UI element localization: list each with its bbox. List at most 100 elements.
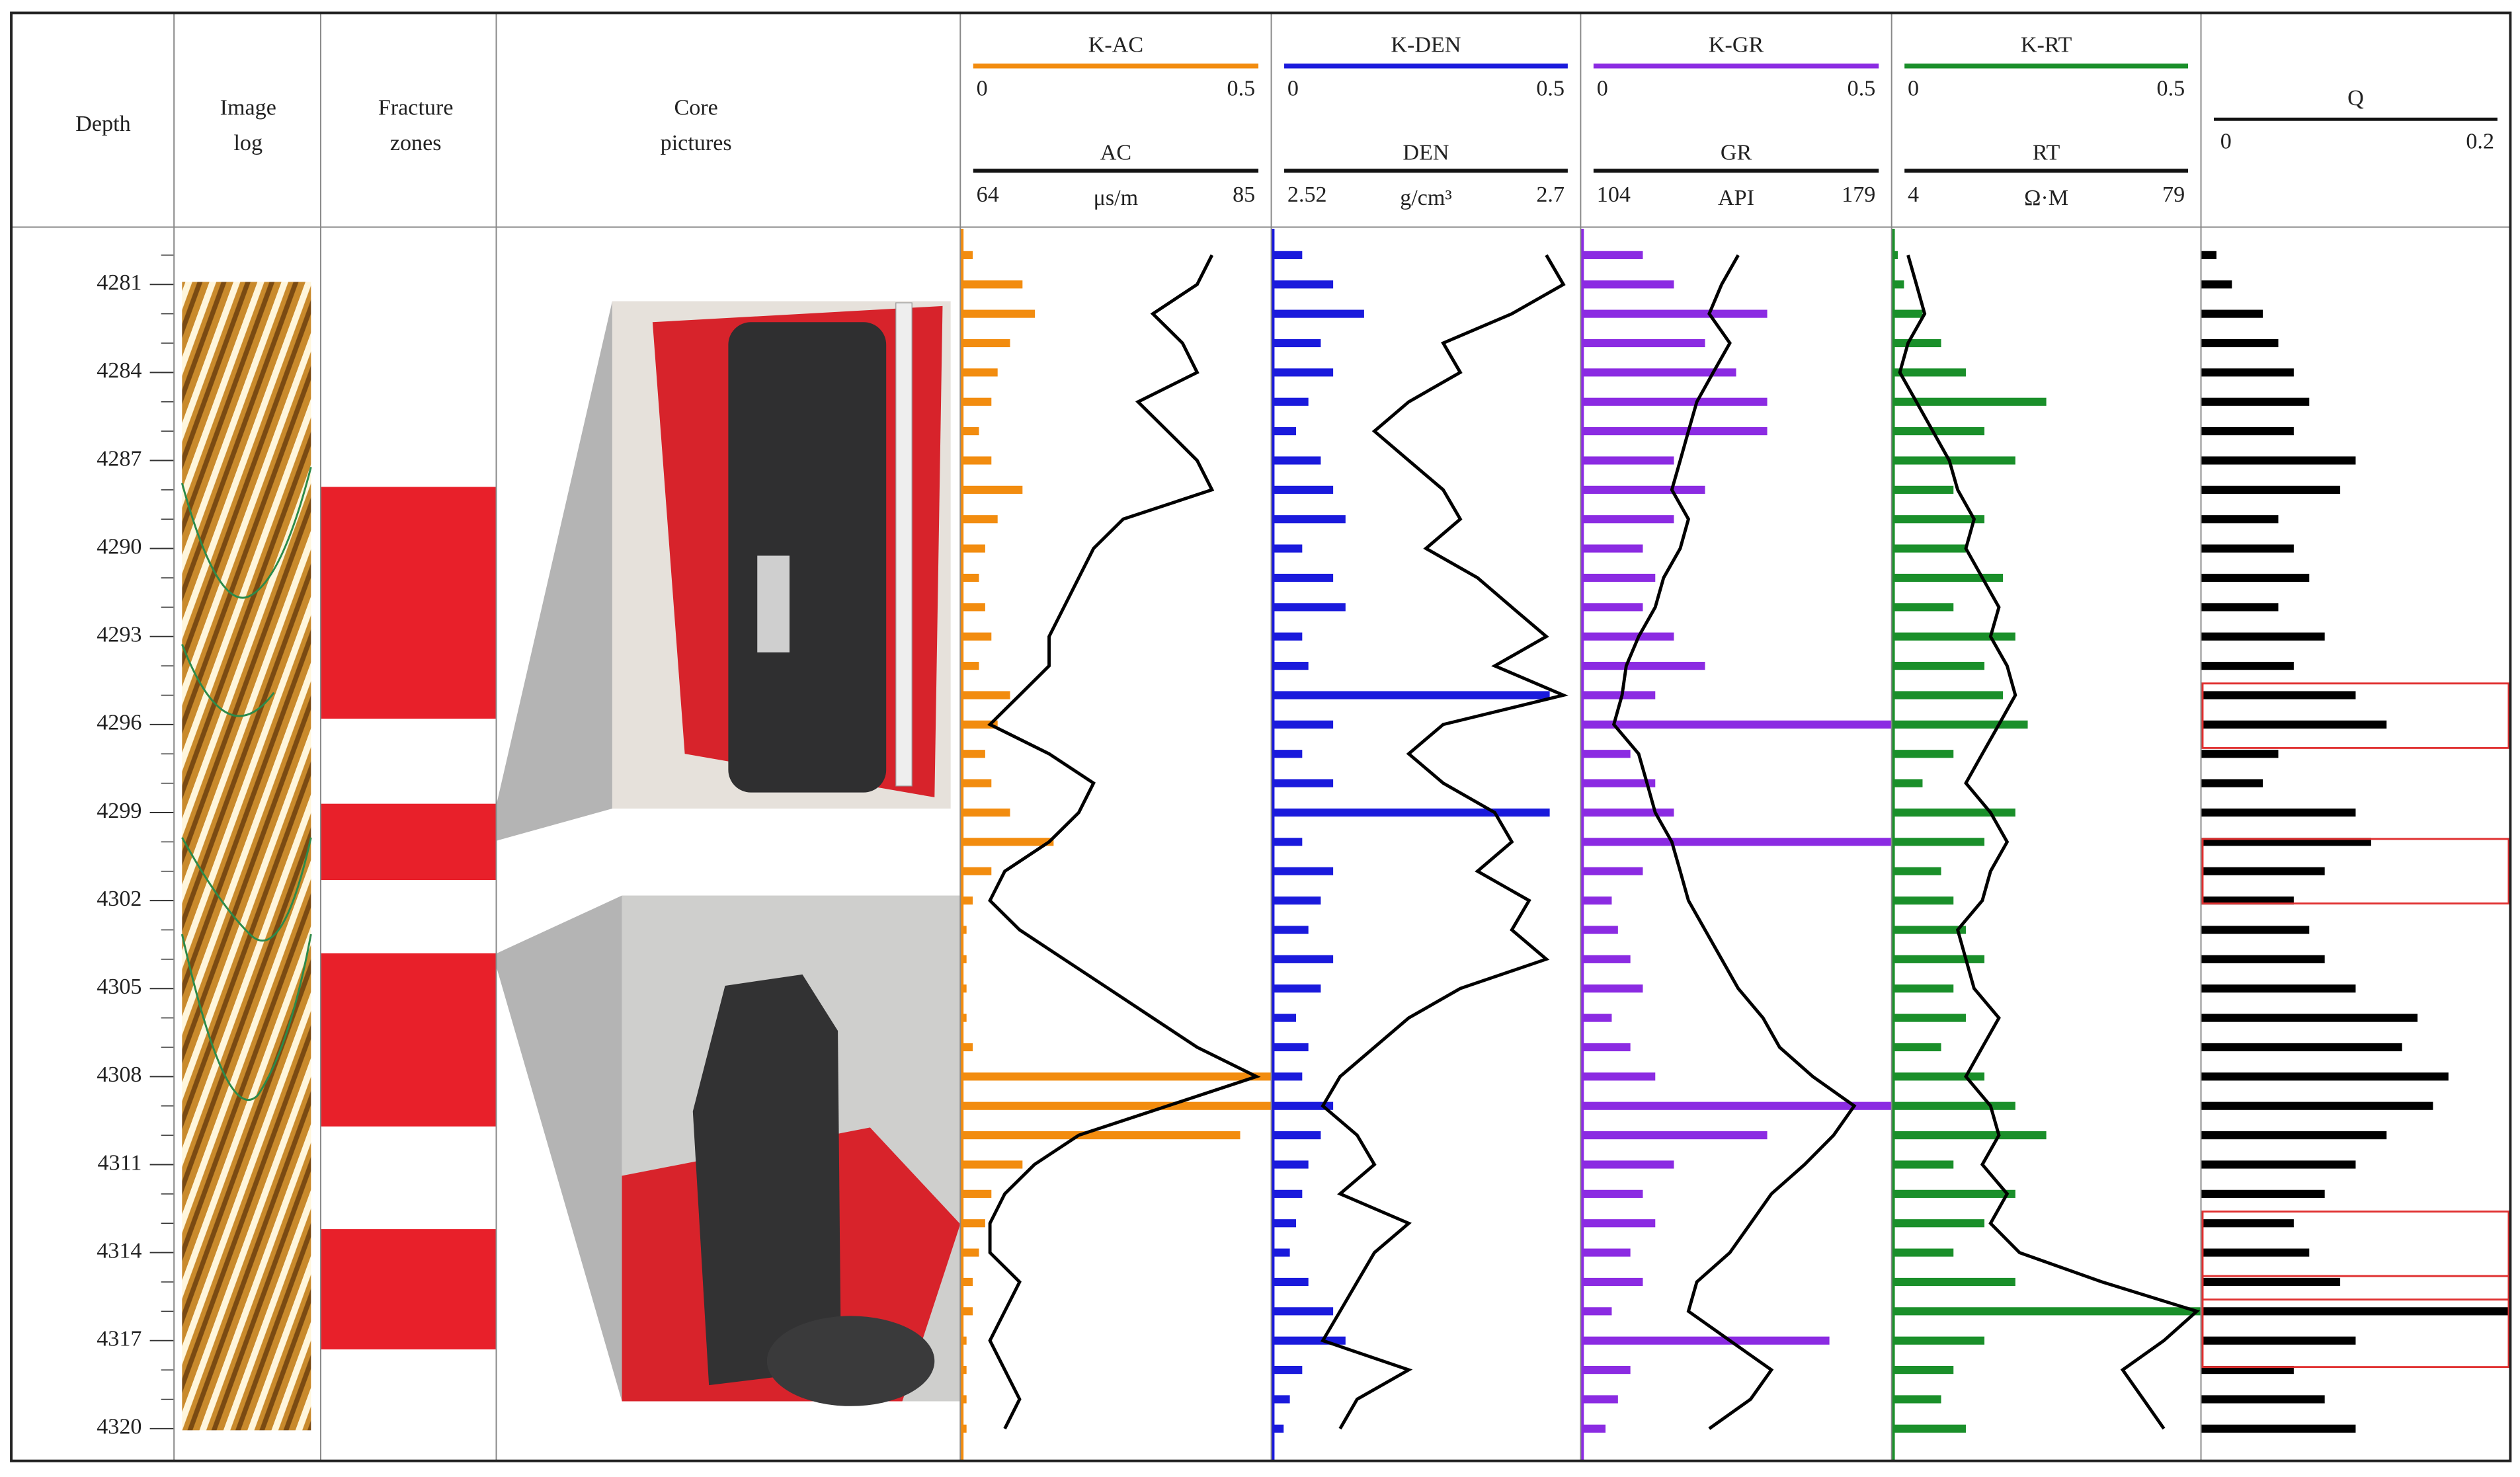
column-label: Core bbox=[674, 95, 717, 120]
q-bar bbox=[2201, 750, 2279, 758]
k-range-max: 0.5 bbox=[1848, 76, 1876, 100]
k-range-min: 0 bbox=[1597, 76, 1608, 100]
y-tick-label: 4293 bbox=[97, 623, 142, 647]
plot: DepthImagelogFracturezonesCorepictures42… bbox=[10, 11, 2512, 1462]
q-bar bbox=[2201, 984, 2356, 993]
k-bar bbox=[1891, 808, 2015, 817]
q-bar bbox=[2201, 251, 2216, 259]
k-bar bbox=[960, 339, 1010, 348]
core-connector bbox=[496, 895, 622, 1402]
k-bar bbox=[1580, 1248, 1631, 1257]
q-bar bbox=[2201, 662, 2294, 670]
q-bar bbox=[2201, 1189, 2325, 1198]
k-bar bbox=[1891, 955, 1985, 963]
q-bar bbox=[2201, 808, 2356, 817]
k-bar bbox=[1271, 838, 1303, 846]
k-bar bbox=[1271, 1160, 1309, 1169]
k-bar bbox=[1580, 1395, 1618, 1404]
k-bar bbox=[1580, 397, 1768, 406]
column-label: log bbox=[233, 131, 263, 155]
k-bar bbox=[1891, 1395, 1941, 1404]
q-bar bbox=[2201, 368, 2294, 377]
y-tick-label: 4281 bbox=[97, 270, 142, 295]
k-bar bbox=[960, 808, 1010, 817]
k-bar bbox=[1891, 368, 1966, 377]
k-bar bbox=[1580, 1101, 1892, 1110]
curve-name: RT bbox=[2033, 141, 2060, 165]
k-bar bbox=[960, 1248, 979, 1257]
image-log-traces bbox=[181, 467, 312, 1101]
k-bar bbox=[1891, 1336, 1985, 1345]
curve-range-min: 104 bbox=[1597, 182, 1631, 207]
k-bar bbox=[1580, 897, 1612, 905]
y-tick-label: 4287 bbox=[97, 446, 142, 471]
q-bar bbox=[2201, 544, 2294, 553]
k-bar bbox=[1271, 1219, 1296, 1228]
q-bar bbox=[2201, 309, 2263, 318]
k-bar bbox=[960, 1101, 1272, 1110]
k-bar bbox=[1580, 1072, 1656, 1081]
k-range-min: 0 bbox=[977, 76, 988, 100]
k-bar bbox=[1271, 897, 1321, 905]
column-label: Fracture bbox=[378, 95, 454, 120]
fracture-zone bbox=[320, 487, 497, 719]
q-highlight bbox=[2201, 838, 2510, 904]
k-bar bbox=[1271, 632, 1303, 641]
y-tick-label: 4308 bbox=[97, 1062, 142, 1087]
column-label: zones bbox=[390, 131, 442, 155]
k-bar bbox=[1271, 808, 1550, 817]
k-bar bbox=[1580, 1336, 1830, 1345]
curve-range-max: 179 bbox=[1842, 182, 1875, 207]
column-label: Image bbox=[220, 95, 276, 120]
q-bar bbox=[2201, 456, 2356, 465]
curve-range-min: 2.52 bbox=[1287, 182, 1327, 207]
k-bar bbox=[1271, 926, 1309, 934]
k-bar bbox=[1891, 515, 1985, 524]
y-tick-label: 4290 bbox=[97, 534, 142, 559]
k-bar bbox=[1271, 1072, 1303, 1081]
column-label: pictures bbox=[661, 131, 732, 155]
k-bar bbox=[1580, 485, 1705, 494]
k-bar bbox=[1891, 867, 1941, 875]
curve-range-min: 64 bbox=[977, 182, 999, 207]
k-bar bbox=[1891, 1277, 2015, 1287]
k-bar bbox=[960, 779, 992, 787]
k-bar bbox=[960, 544, 985, 553]
curve-unit: μs/m bbox=[1094, 186, 1139, 210]
q-bar bbox=[2201, 1395, 2325, 1404]
k-bar bbox=[1891, 838, 1985, 846]
q-bar bbox=[2201, 1219, 2294, 1228]
k-bar bbox=[1891, 1131, 2047, 1140]
q-bar bbox=[2201, 603, 2279, 612]
curve-name: GR bbox=[1721, 141, 1752, 165]
k-bar bbox=[960, 603, 985, 612]
curve-name: DEN bbox=[1402, 141, 1449, 165]
k-bar bbox=[1580, 1277, 1643, 1287]
log-curve bbox=[1898, 255, 2201, 1430]
k-bar bbox=[1891, 1101, 2015, 1110]
k-bar bbox=[1891, 750, 1954, 758]
k-bar bbox=[1271, 1307, 1334, 1316]
k-bar bbox=[960, 427, 979, 436]
k-range-max: 0.5 bbox=[1536, 76, 1565, 100]
k-bar bbox=[1891, 1248, 1954, 1257]
y-tick-label: 4311 bbox=[97, 1150, 142, 1175]
q-bar bbox=[2201, 1307, 2511, 1316]
q-bar bbox=[2201, 1160, 2356, 1169]
k-bar bbox=[1891, 1014, 1966, 1022]
k-bar bbox=[1271, 603, 1346, 612]
k-bar bbox=[1580, 603, 1643, 612]
ruler bbox=[895, 302, 913, 787]
q-bar bbox=[2201, 720, 2387, 729]
curve-name: AC bbox=[1100, 141, 1131, 165]
k-bar bbox=[960, 662, 979, 670]
k-bar bbox=[1580, 779, 1656, 787]
curve-range-max: 79 bbox=[2162, 182, 2185, 207]
k-range-max: 0.5 bbox=[1227, 76, 1256, 100]
k-bar bbox=[1580, 808, 1674, 817]
k-bar bbox=[1580, 750, 1631, 758]
k-bar bbox=[1271, 339, 1321, 348]
k-bar bbox=[960, 632, 992, 641]
q-bar bbox=[2201, 515, 2279, 524]
